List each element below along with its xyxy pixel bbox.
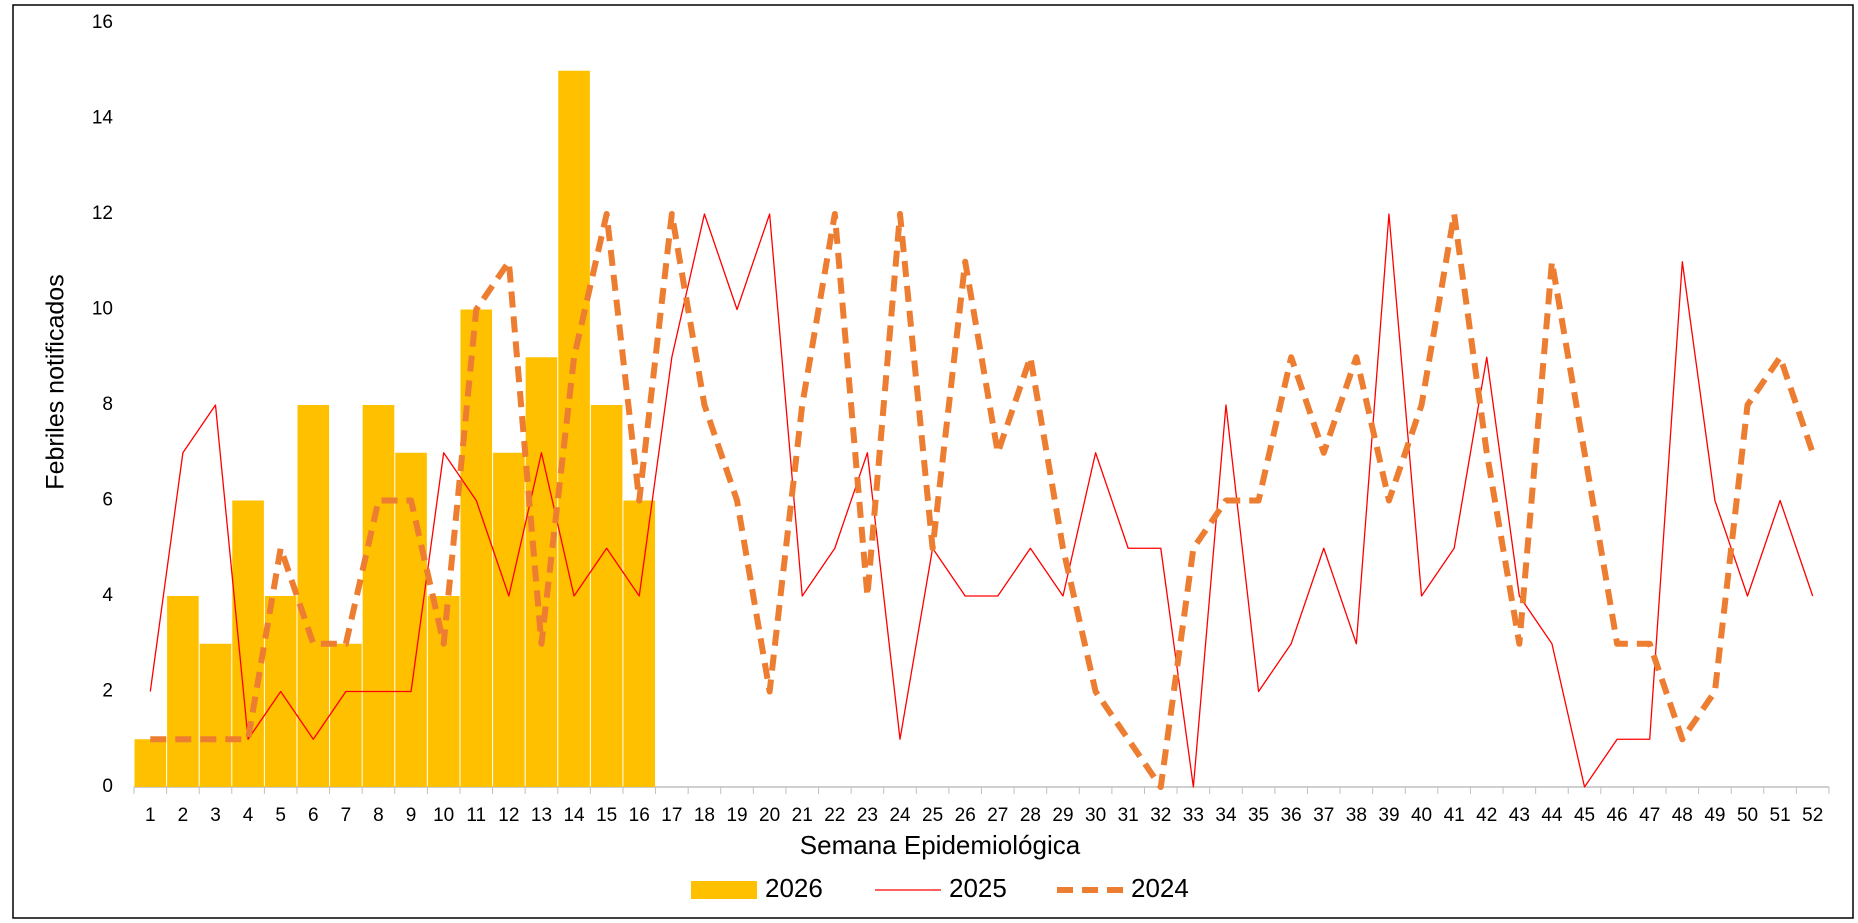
x-tick-label: 23 <box>857 805 878 826</box>
x-tick-label: 43 <box>1509 805 1530 826</box>
y-axis-title: Febriles notificados <box>42 274 70 489</box>
y-tick-label: 16 <box>92 12 113 33</box>
x-tick-label: 49 <box>1704 805 1725 826</box>
x-tick-label: 38 <box>1346 805 1367 826</box>
x-tick-label: 18 <box>694 805 715 826</box>
x-tick-label: 10 <box>433 805 454 826</box>
bar <box>590 405 623 787</box>
x-tick-label: 46 <box>1607 805 1628 826</box>
legend-swatch <box>691 881 757 899</box>
x-tick-label: 8 <box>373 805 384 826</box>
x-tick-label: 11 <box>466 805 486 826</box>
y-tick-label: 2 <box>102 681 113 702</box>
x-tick-label: 41 <box>1444 805 1465 826</box>
x-tick-label: 31 <box>1118 805 1139 826</box>
bar <box>167 596 199 787</box>
x-tick-label: 21 <box>792 805 813 826</box>
x-tick-label: 29 <box>1052 805 1073 826</box>
x-tick-label: 17 <box>661 805 682 826</box>
bar <box>623 500 656 787</box>
x-tick-label: 44 <box>1541 805 1563 826</box>
x-tick-label: 22 <box>824 805 845 826</box>
x-tick-label: 33 <box>1183 805 1204 826</box>
x-tick-label: 39 <box>1378 805 1399 826</box>
x-tick-label: 27 <box>987 805 1008 826</box>
x-tick-label: 40 <box>1411 805 1432 826</box>
bar <box>460 309 493 787</box>
x-tick-label: 42 <box>1476 805 1497 826</box>
x-tick-label: 13 <box>531 805 552 826</box>
x-tick-label: 45 <box>1574 805 1595 826</box>
x-tick-label: 47 <box>1639 805 1660 826</box>
x-tick-label: 51 <box>1770 805 1791 826</box>
y-tick-label: 8 <box>102 394 113 415</box>
legend-label: 2026 <box>765 873 823 903</box>
x-axis-title: Semana Epidemiológica <box>800 830 1081 860</box>
x-tick-label: 36 <box>1281 805 1302 826</box>
x-tick-label: 1 <box>145 805 156 826</box>
x-tick-label: 35 <box>1248 805 1269 826</box>
x-tick-label: 15 <box>596 805 617 826</box>
bar <box>199 643 232 787</box>
x-tick-label: 5 <box>275 805 286 826</box>
bar <box>232 500 264 787</box>
x-tick-label: 12 <box>498 805 519 826</box>
y-tick-label: 6 <box>102 490 113 511</box>
y-tick-label: 4 <box>102 585 113 606</box>
bar <box>134 739 167 787</box>
x-tick-label: 34 <box>1215 805 1237 826</box>
y-tick-label: 10 <box>92 299 113 320</box>
x-tick-label: 7 <box>341 805 352 826</box>
x-tick-label: 2 <box>178 805 189 826</box>
x-tick-label: 6 <box>308 805 319 826</box>
x-tick-label: 9 <box>406 805 417 826</box>
x-tick-label: 3 <box>210 805 221 826</box>
x-tick-label: 24 <box>889 805 911 826</box>
x-tick-label: 32 <box>1150 805 1171 826</box>
x-tick-label: 4 <box>243 805 254 826</box>
x-tick-label: 20 <box>759 805 780 826</box>
y-tick-label: 12 <box>92 203 113 224</box>
x-tick-label: 48 <box>1672 805 1693 826</box>
bar <box>558 70 590 787</box>
x-tick-label: 30 <box>1085 805 1106 826</box>
x-tick-label: 25 <box>922 805 943 826</box>
bar <box>493 452 525 787</box>
bar <box>427 596 460 787</box>
x-tick-label: 14 <box>563 805 585 826</box>
chart-frame <box>12 4 1854 919</box>
x-tick-label: 16 <box>629 805 650 826</box>
x-tick-label: 50 <box>1737 805 1758 826</box>
x-tick-label: 28 <box>1020 805 1041 826</box>
x-tick-label: 26 <box>955 805 976 826</box>
x-tick-label: 19 <box>726 805 747 826</box>
x-tick-label: 52 <box>1802 805 1823 826</box>
legend-label: 2025 <box>949 873 1007 903</box>
bar <box>362 405 395 787</box>
y-tick-label: 0 <box>102 776 113 797</box>
bar <box>330 643 362 787</box>
x-tick-label: 37 <box>1313 805 1334 826</box>
y-tick-label: 14 <box>92 108 114 129</box>
dashed-line <box>150 211 1816 790</box>
bar <box>297 405 330 787</box>
legend-label: 2024 <box>1131 873 1189 903</box>
